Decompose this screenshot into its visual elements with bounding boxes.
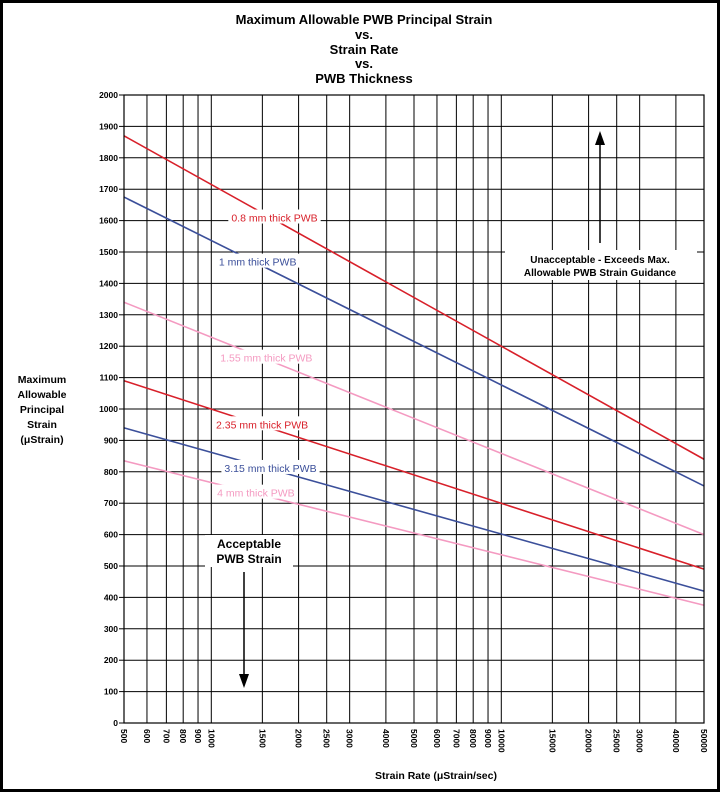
x-tick-label: 40000 <box>671 729 681 753</box>
series-label-bg <box>214 484 298 499</box>
series-label: 4 mm thick PWB <box>217 488 295 500</box>
y-tick-label: 800 <box>104 467 118 477</box>
up-arrow-icon <box>595 131 605 145</box>
series-label: 1.55 mm thick PWB <box>220 353 312 365</box>
y-tick-label: 500 <box>104 561 118 571</box>
y-axis-label-line-3: Principal <box>20 404 64 416</box>
x-tick-label: 25000 <box>612 729 622 753</box>
x-tick-label: 800 <box>178 729 188 743</box>
acceptable-label-line-1: Acceptable <box>217 537 281 551</box>
x-tick-label: 900 <box>193 729 203 743</box>
chart-title-line-1: Maximum Allowable PWB Principal Strain <box>236 12 493 27</box>
x-tick-label: 700 <box>161 729 171 743</box>
x-tick-label: 500 <box>119 729 129 743</box>
series-line <box>123 379 705 570</box>
x-tick-label: 2000 <box>294 729 304 748</box>
y-axis-label-line-5: (μStrain) <box>20 434 63 446</box>
plot-area-border <box>123 94 705 724</box>
series-line <box>123 427 705 592</box>
x-tick-label: 7000 <box>451 729 461 748</box>
series-line <box>123 301 705 536</box>
x-tick-label: 600 <box>142 729 152 743</box>
x-tick-label: 3000 <box>345 729 355 748</box>
series-label-bg <box>212 416 312 431</box>
y-axis-label-line-4: Strain <box>27 419 57 431</box>
unacceptable-label-bg <box>505 250 697 280</box>
y-tick-label: 2000 <box>99 90 118 100</box>
y-tick-label: 400 <box>104 592 118 602</box>
grid <box>119 94 705 724</box>
x-tick-label: 30000 <box>635 729 645 753</box>
x-tick-label: 10000 <box>496 729 506 753</box>
y-tick-label: 1400 <box>99 278 118 288</box>
y-tick-label: 700 <box>104 498 118 508</box>
y-tick-label: 1300 <box>99 310 118 320</box>
series-label: 0.8 mm thick PWB <box>231 213 317 225</box>
series-label: 3.15 mm thick PWB <box>224 463 316 475</box>
y-tick-label: 300 <box>104 624 118 634</box>
x-tick-label: 1500 <box>257 729 267 748</box>
x-tick-label: 20000 <box>584 729 594 753</box>
y-tick-label: 200 <box>104 655 118 665</box>
x-tick-label: 2500 <box>322 729 332 748</box>
series-label-bg <box>228 209 321 224</box>
chart-title-line-3: Strain Rate <box>330 42 399 57</box>
unacceptable-label-line-1: Unacceptable - Exceeds Max. <box>530 255 670 266</box>
x-tick-label: 15000 <box>547 729 557 753</box>
chart-title-line-5: PWB Thickness <box>315 71 413 86</box>
acceptable-label-line-2: PWB Strain <box>216 552 281 566</box>
y-tick-label: 1700 <box>99 184 118 194</box>
series-label-bg <box>217 349 316 364</box>
chart-title-line-4: vs. <box>355 56 373 71</box>
y-tick-label: 1000 <box>99 404 118 414</box>
series-line <box>123 135 705 460</box>
y-tick-label: 1500 <box>99 247 118 257</box>
y-tick-label: 1200 <box>99 341 118 351</box>
y-tick-label: 600 <box>104 530 118 540</box>
x-axis-label: Strain Rate (μStrain/sec) <box>375 770 497 782</box>
x-tick-label: 4000 <box>381 729 391 748</box>
series-label-bg <box>215 253 300 268</box>
x-tick-label: 9000 <box>483 729 493 748</box>
acceptable-label-bg <box>205 535 293 567</box>
down-arrow-icon <box>239 674 249 688</box>
series-line <box>123 196 705 487</box>
y-tick-label: 900 <box>104 435 118 445</box>
series-label: 2.35 mm thick PWB <box>216 419 308 431</box>
y-tick-label: 1800 <box>99 153 118 163</box>
x-tick-label: 8000 <box>468 729 478 748</box>
series-label-bg <box>221 459 320 474</box>
unacceptable-label-line-2: Allowable PWB Strain Guidance <box>524 268 677 279</box>
series-label: 1 mm thick PWB <box>219 257 297 269</box>
y-tick-label: 100 <box>104 687 118 697</box>
y-tick-label: 1100 <box>100 373 119 383</box>
x-tick-label: 5000 <box>409 729 419 748</box>
x-tick-label: 1000 <box>206 729 216 748</box>
y-axis-label-line-2: Allowable <box>17 389 66 401</box>
y-axis-label-line-1: Maximum <box>18 374 66 386</box>
x-tick-label: 50000 <box>699 729 709 753</box>
tick-labels: 0100200300400500600700800900100011001200… <box>99 90 709 753</box>
y-tick-label: 0 <box>113 718 118 728</box>
y-tick-label: 1600 <box>99 216 118 226</box>
chart-title-line-2: vs. <box>355 27 373 42</box>
x-tick-label: 6000 <box>432 729 442 748</box>
series-group: 0.8 mm thick PWB 1 mm thick PWB 1.55 mm th… <box>123 135 705 607</box>
y-tick-label: 1900 <box>99 121 118 131</box>
